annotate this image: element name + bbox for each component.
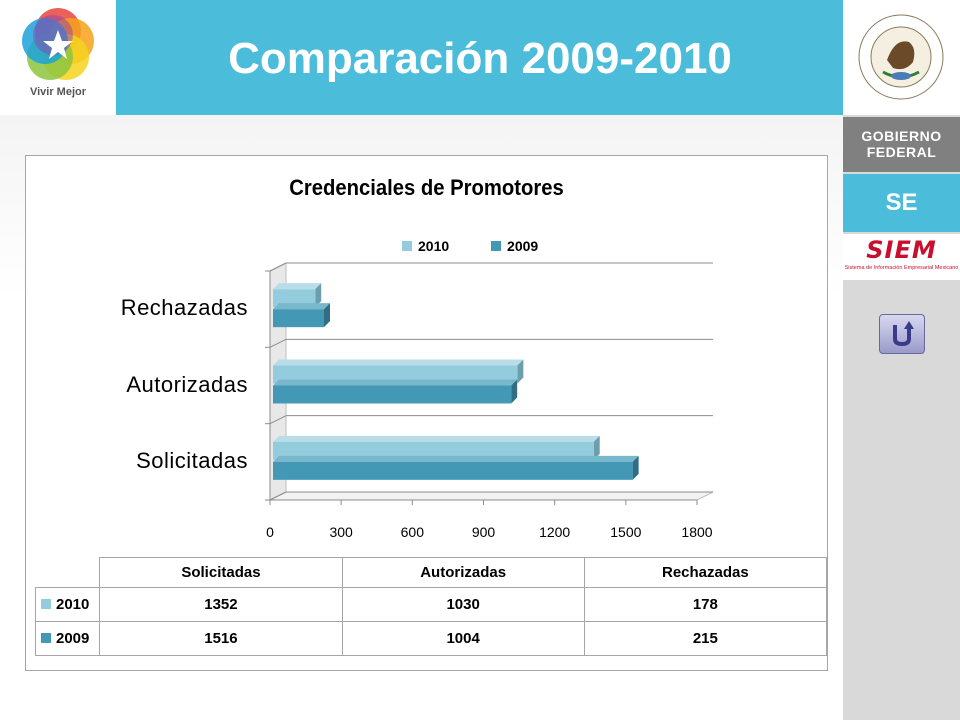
bar-side-face <box>315 283 322 308</box>
bar-front-face <box>273 441 594 460</box>
chart-title: Credenciales de Promotores <box>289 175 564 200</box>
bar-front-face <box>273 385 512 404</box>
data-table: Solicitadas Autorizadas Rechazadas 2010 … <box>34 557 828 656</box>
national-seal <box>843 0 960 115</box>
table-cell: 1516 <box>99 621 343 656</box>
bar-top-face <box>273 303 331 310</box>
bar-front-face <box>273 365 518 384</box>
bar-top-face <box>273 379 518 386</box>
gobierno-federal-logo: Gobierno Federal <box>843 117 960 172</box>
page-title: Comparación 2009-2010 <box>228 34 732 83</box>
bar-top-face <box>273 435 600 442</box>
x-tick-label: 0 <box>266 524 274 540</box>
table-corner <box>35 557 101 588</box>
return-arrow-icon <box>893 321 914 347</box>
gridline-depth <box>269 491 287 501</box>
category-label: Rechazadas <box>120 295 248 321</box>
bar-top-face <box>273 455 639 462</box>
mexican-seal-icon <box>858 14 944 100</box>
legend-swatch-2010 <box>402 241 412 251</box>
bar-front-face <box>273 289 316 308</box>
table-cell: 1030 <box>341 587 585 622</box>
bar-front-face <box>273 461 633 480</box>
vivir-mejor-logo: Vivir Mejor <box>0 0 116 115</box>
table-header: Autorizadas <box>341 557 585 588</box>
back-button[interactable] <box>879 314 925 354</box>
x-tick-label: 900 <box>471 524 496 540</box>
title-bar: Comparación 2009-2010 <box>116 0 844 115</box>
table-cell: 1352 <box>99 587 343 622</box>
x-tick-label: 1200 <box>539 524 571 540</box>
table-row-label: 2010 <box>34 587 101 622</box>
table-cell: 178 <box>583 587 828 622</box>
bar-front-face <box>273 309 325 328</box>
siem-subtitle: Sistema de Información Empresarial Mexic… <box>844 265 959 271</box>
table-cell: 1004 <box>341 621 585 656</box>
bar-side-face <box>593 435 600 460</box>
gridline-depth <box>269 262 287 272</box>
flower-logo-icon <box>22 8 94 80</box>
chart-legend: 2010 2009 <box>402 238 576 254</box>
logo-text: Vivir Mejor <box>29 86 87 98</box>
bar-side-face <box>632 455 639 480</box>
table-row: 2009 1516 1004 215 <box>34 621 828 656</box>
category-label: Autorizadas <box>126 371 248 397</box>
bar-2010-autorizadas <box>273 359 524 384</box>
bar-side-face <box>511 379 518 404</box>
legend-label-2010: 2010 <box>418 238 450 254</box>
gobierno-line2: Federal <box>866 144 937 160</box>
table-row: 2010 1352 1030 178 <box>34 587 828 622</box>
x-tick-label: 1500 <box>610 524 642 540</box>
x-tick-label: 300 <box>329 524 353 540</box>
table-cell: 215 <box>583 621 828 656</box>
bar-plot <box>265 262 714 505</box>
legend-swatch-2009 <box>491 241 502 251</box>
bar-2009-rechazadas <box>273 303 331 328</box>
legend-item-2009: 2009 <box>491 238 538 254</box>
bar-top-face <box>273 359 524 366</box>
bar-2010-rechazadas <box>273 283 322 308</box>
chart-frame: Credenciales de Promotores 2010 2009 Sol… <box>25 155 828 671</box>
table-header: Rechazadas <box>583 557 828 588</box>
siem-logo: SIEM Sistema de Información Empresarial … <box>843 234 960 280</box>
x-tick-label: 600 <box>400 524 424 540</box>
category-label: Solicitadas <box>136 447 248 473</box>
gobierno-line1: Gobierno <box>861 128 942 144</box>
table-header: Solicitadas <box>99 557 343 588</box>
x-tick-label: 1800 <box>681 524 713 540</box>
bar-2010-solicitadas <box>273 435 600 460</box>
table-header-row: Solicitadas Autorizadas Rechazadas <box>35 557 828 588</box>
siem-logo-text: SIEM <box>866 236 937 264</box>
legend-item-2010: 2010 <box>402 238 449 254</box>
se-logo: SE <box>843 174 960 232</box>
bar-2009-solicitadas <box>273 455 639 480</box>
bar-2009-autorizadas <box>273 379 518 404</box>
chart-floor <box>269 491 714 501</box>
gridline-depth <box>269 415 287 425</box>
bar-side-face <box>324 303 331 328</box>
bar-side-face <box>517 359 524 384</box>
gridline-depth <box>269 338 287 348</box>
legend-label-2009: 2009 <box>507 238 539 254</box>
bar-top-face <box>273 283 322 290</box>
table-row-label: 2009 <box>34 621 101 656</box>
